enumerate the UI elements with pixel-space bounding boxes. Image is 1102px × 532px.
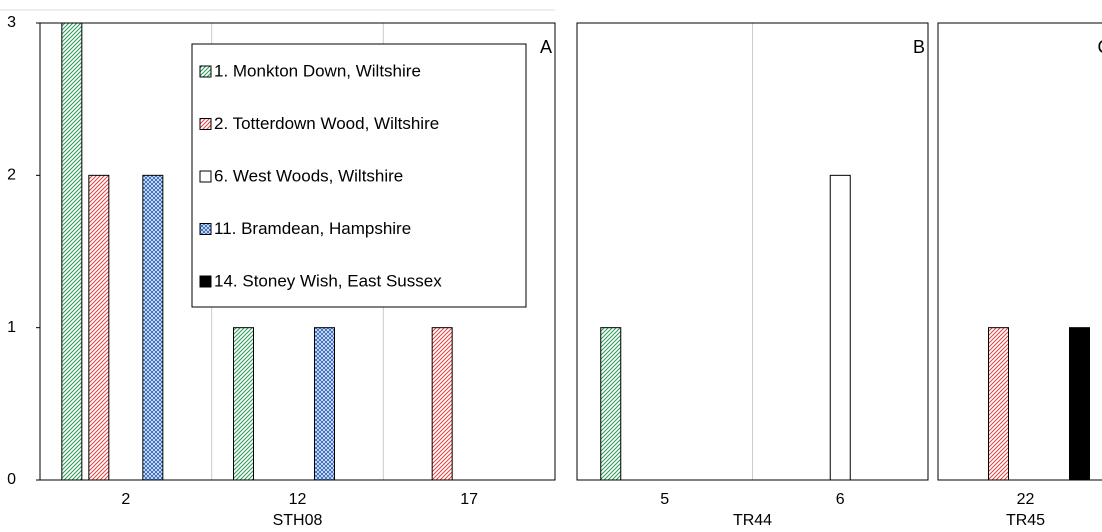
bar <box>829 174 851 481</box>
bar <box>431 327 453 481</box>
legend-swatch <box>199 223 212 235</box>
legend-label: 11. Bramdean, Hampshire <box>214 219 411 238</box>
x-tick-label: 5 <box>660 491 669 508</box>
legend-swatch <box>199 170 212 183</box>
panel-frame <box>39 22 556 481</box>
panel-label: C <box>1098 37 1102 57</box>
panel-frame <box>576 22 929 481</box>
legend-swatch <box>199 65 212 78</box>
panel-label: B <box>913 37 925 57</box>
panel-label: A <box>540 37 552 57</box>
y-tick-label: 2 <box>7 167 16 184</box>
x-axis-label: TR44 <box>733 512 772 529</box>
x-axis-label: STH08 <box>273 512 323 529</box>
legend-swatch <box>199 275 212 288</box>
legend-swatch <box>199 118 212 130</box>
panel-frame <box>937 22 1102 481</box>
bar <box>988 327 1009 481</box>
legend-label: 1. Monkton Down, Wiltshire <box>214 61 421 80</box>
y-tick-label: 3 <box>7 14 16 31</box>
bar <box>233 327 254 481</box>
bar <box>61 22 83 481</box>
y-tick-label: 1 <box>7 319 16 336</box>
bar <box>1069 327 1090 481</box>
bar <box>600 327 622 481</box>
x-tick-label: 17 <box>460 491 478 508</box>
legend-label: 6. West Woods, Wiltshire <box>214 166 403 185</box>
x-tick-label: 6 <box>836 491 845 508</box>
bar <box>314 327 335 481</box>
x-axis-label: TR45 <box>1006 512 1045 529</box>
y-tick-label: 0 <box>7 471 16 488</box>
legend-label: 2. Totterdown Wood, Wiltshire <box>214 114 439 133</box>
x-tick-label: 12 <box>289 491 307 508</box>
x-tick-label: 22 <box>1017 491 1035 508</box>
bar <box>142 174 164 481</box>
legend-label: 14. Stoney Wish, East Sussex <box>214 271 442 290</box>
legend-box <box>191 43 527 308</box>
x-tick-label: 2 <box>121 491 130 508</box>
bar <box>88 174 110 481</box>
legend: 1. Monkton Down, Wiltshire 2. Totterdown … <box>191 43 527 308</box>
